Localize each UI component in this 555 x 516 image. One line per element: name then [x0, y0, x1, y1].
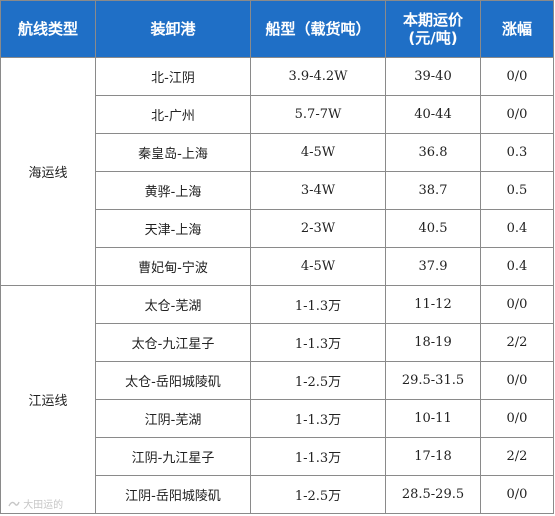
change-cell: 2/2 — [480, 437, 554, 476]
port-cell: 北-广州 — [95, 95, 251, 134]
freight-rate-cell: 11-12 — [385, 285, 481, 324]
table-header: 航线类型 装卸港 船型（载货吨） 本期运价 (元/吨) 涨幅 — [0, 0, 554, 58]
header-port: 装卸港 — [95, 0, 251, 58]
table-row: 太仓-岳阳城陵矶 1-2.5万 29.5-31.5 0/0 — [1, 361, 554, 400]
change-cell: 0/0 — [480, 361, 554, 400]
ship-type-cell: 3.9-4.2W — [250, 57, 386, 96]
ship-type-cell: 1-2.5万 — [250, 475, 386, 514]
port-cell: 秦皇岛-上海 — [95, 133, 251, 172]
table-row: 太仓-九江星子 1-1.3万 18-19 2/2 — [1, 323, 554, 362]
freight-rate-cell: 37.9 — [385, 247, 481, 286]
table-row: 秦皇岛-上海 4-5W 36.8 0.3 — [1, 133, 554, 172]
change-cell: 0.4 — [480, 209, 554, 248]
ship-type-cell: 1-1.3万 — [250, 437, 386, 476]
port-cell: 北-江阴 — [95, 57, 251, 96]
header-row: 航线类型 装卸港 船型（载货吨） 本期运价 (元/吨) 涨幅 — [0, 0, 554, 58]
header-change: 涨幅 — [480, 0, 554, 58]
ship-type-cell: 1-1.3万 — [250, 323, 386, 362]
port-cell: 天津-上海 — [95, 209, 251, 248]
change-cell: 0/0 — [480, 285, 554, 324]
change-cell: 0.4 — [480, 247, 554, 286]
table-row: 北-广州 5.7-7W 40-44 0/0 — [1, 95, 554, 134]
watermark-text: 大田运的 — [23, 500, 64, 511]
table-row: 海运线 北-江阴 3.9-4.2W 39-40 0/0 — [0, 57, 554, 286]
freight-rate-cell: 29.5-31.5 — [385, 361, 481, 400]
table-row: 江阴-岳阳城陵矶 1-2.5万 28.5-29.5 0/0 — [1, 475, 554, 514]
change-cell: 0.5 — [480, 171, 554, 210]
header-freight-line2: (元/吨) — [408, 29, 458, 47]
table-row: 江阴-芜湖 1-1.3万 10-11 0/0 — [1, 399, 554, 438]
freight-rate-cell: 10-11 — [385, 399, 481, 438]
watermark: 大田运的 — [8, 496, 63, 511]
route-type-cell: 江运线 — [0, 285, 96, 514]
ship-type-cell: 1-1.3万 — [250, 285, 386, 324]
port-cell: 曹妃甸-宁波 — [95, 247, 251, 286]
port-cell: 太仓-九江星子 — [95, 323, 251, 362]
table-row: 黄骅-上海 3-4W 38.7 0.5 — [1, 171, 554, 210]
ship-type-cell: 3-4W — [250, 171, 386, 210]
port-cell: 江阴-芜湖 — [95, 399, 251, 438]
ship-type-cell: 1-1.3万 — [250, 399, 386, 438]
freight-rate-cell: 40-44 — [385, 95, 481, 134]
route-type-cell: 海运线 — [0, 57, 96, 286]
ship-type-cell: 1-2.5万 — [250, 361, 386, 400]
change-cell: 0/0 — [480, 95, 554, 134]
port-cell: 太仓-岳阳城陵矶 — [95, 361, 251, 400]
header-freight: 本期运价 (元/吨) — [385, 0, 481, 58]
port-cell: 江阴-岳阳城陵矶 — [95, 475, 251, 514]
change-cell: 0/0 — [480, 475, 554, 514]
ship-type-cell: 2-3W — [250, 209, 386, 248]
table-row: 天津-上海 2-3W 40.5 0.4 — [1, 209, 554, 248]
port-cell: 江阴-九江星子 — [95, 437, 251, 476]
header-freight-line1: 本期运价 — [402, 11, 463, 29]
port-cell: 太仓-芜湖 — [95, 285, 251, 324]
table-row: 曹妃甸-宁波 4-5W 37.9 0.4 — [1, 247, 554, 286]
change-cell: 0/0 — [480, 399, 554, 438]
header-route-type: 航线类型 — [0, 0, 96, 58]
freight-rate-cell: 17-18 — [385, 437, 481, 476]
freight-rate-cell: 39-40 — [385, 57, 481, 96]
table-body: 海运线 北-江阴 3.9-4.2W 39-40 0/0 北-广州 5.7-7W 40-44 0/… — [0, 57, 554, 514]
ship-type-cell: 4-5W — [250, 133, 386, 172]
freight-rate-cell: 38.7 — [385, 171, 481, 210]
ship-type-cell: 4-5W — [250, 247, 386, 286]
freight-rate-cell: 28.5-29.5 — [385, 475, 481, 514]
freight-rate-cell: 18-19 — [385, 323, 481, 362]
table-row: 江运线 太仓-芜湖 1-1.3万 11-12 0/0 — [0, 285, 554, 514]
port-cell: 黄骅-上海 — [95, 171, 251, 210]
header-ship-type: 船型（载货吨） — [250, 0, 386, 58]
change-cell: 0/0 — [480, 57, 554, 96]
freight-rate-cell: 40.5 — [385, 209, 481, 248]
change-cell: 0.3 — [480, 133, 554, 172]
change-cell: 2/2 — [480, 323, 554, 362]
ship-type-cell: 5.7-7W — [250, 95, 386, 134]
logo-icon — [8, 501, 20, 507]
freight-rate-cell: 36.8 — [385, 133, 481, 172]
